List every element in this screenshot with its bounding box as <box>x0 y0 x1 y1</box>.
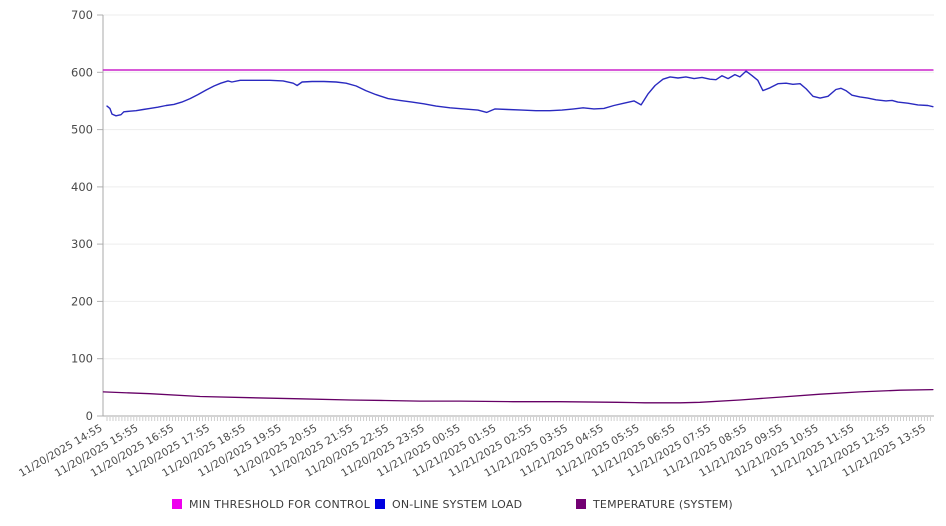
svg-text:200: 200 <box>71 294 93 308</box>
svg-text:700: 700 <box>71 8 93 22</box>
svg-text:500: 500 <box>71 123 93 137</box>
chart-legend: MIN THRESHOLD FOR CONTROL ON-LINE SYSTEM… <box>0 496 946 516</box>
legend-item-system-load: ON-LINE SYSTEM LOAD <box>375 496 522 512</box>
legend-swatch-system-load <box>375 499 385 509</box>
legend-swatch-temperature <box>576 499 586 509</box>
legend-item-temperature: TEMPERATURE (SYSTEM) <box>576 496 733 512</box>
legend-label-system-load: ON-LINE SYSTEM LOAD <box>392 497 523 511</box>
legend-label-min-threshold: MIN THRESHOLD FOR CONTROL <box>189 497 370 511</box>
legend-item-min-threshold: MIN THRESHOLD FOR CONTROL <box>172 496 370 512</box>
svg-text:400: 400 <box>71 180 93 194</box>
legend-label-temperature: TEMPERATURE (SYSTEM) <box>593 497 733 511</box>
legend-swatch-min-threshold <box>172 499 182 509</box>
svg-text:0: 0 <box>86 409 93 423</box>
svg-text:600: 600 <box>71 65 93 79</box>
svg-text:100: 100 <box>71 352 93 366</box>
svg-text:300: 300 <box>71 237 93 251</box>
